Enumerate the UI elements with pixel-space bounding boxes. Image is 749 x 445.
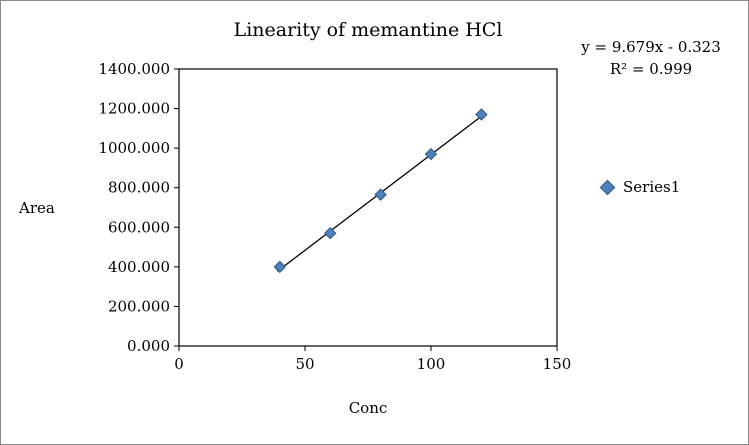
legend: Series1 (599, 178, 681, 196)
y-tick-label: 1000.000 (98, 139, 170, 157)
y-tick-label: 1200.000 (98, 100, 170, 118)
r-squared-label: R² = 0.999 (609, 59, 693, 78)
data-point-marker (374, 188, 387, 201)
y-tick-label: 0.000 (127, 337, 170, 355)
trendline-annotation: y = 9.679x - 0.323 R² = 0.999 (557, 37, 745, 81)
x-tick-label: 100 (417, 355, 446, 373)
trendline-equation: y = 9.679x - 0.323 (581, 38, 721, 56)
y-tick-label: 800.000 (108, 179, 170, 197)
x-axis-title: Conc (348, 399, 388, 417)
x-tick-label: 0 (174, 355, 184, 373)
plot-frame (178, 68, 558, 347)
data-point-marker (475, 108, 488, 121)
x-tick-label: 50 (295, 355, 314, 373)
data-point-marker (273, 260, 287, 274)
y-tick-label: 400.000 (108, 258, 170, 276)
legend-series-label: Series1 (623, 178, 681, 196)
y-tick-label: 200.000 (108, 297, 170, 315)
series1-marker-icon (599, 179, 616, 195)
y-axis-title: Area (19, 199, 55, 217)
data-point-marker (424, 147, 438, 161)
y-tick-label: 600.000 (108, 218, 170, 236)
data-point-marker (323, 227, 337, 240)
x-tick-label: 150 (543, 355, 572, 373)
y-tick-label: 1400.000 (98, 60, 170, 78)
chart-title: Linearity of memantine HCl (233, 19, 503, 41)
